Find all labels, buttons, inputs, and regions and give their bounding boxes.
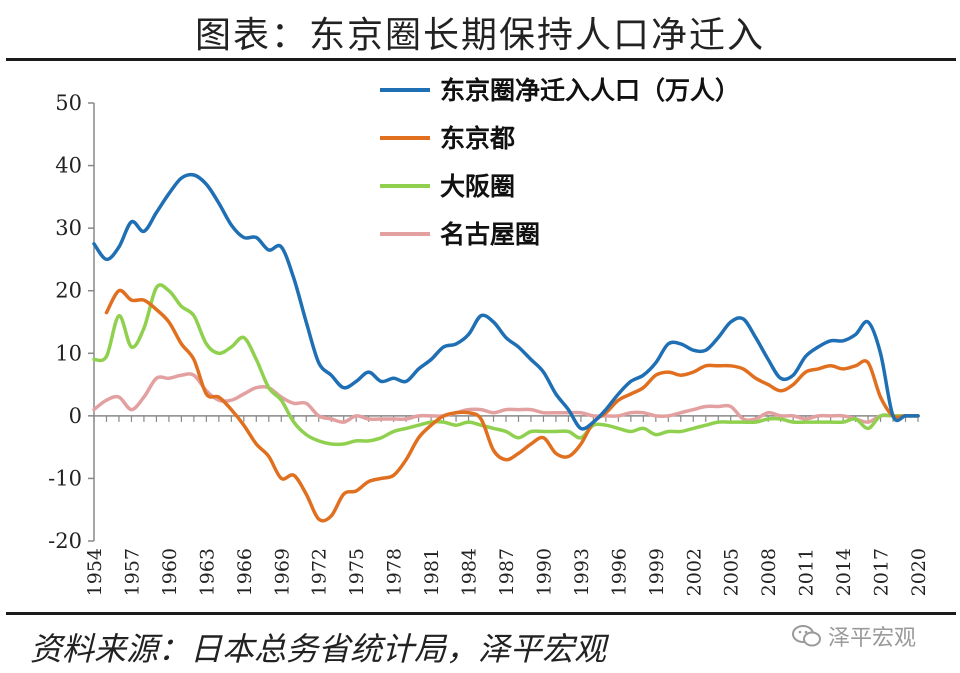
y-tick-label: 0 bbox=[69, 404, 82, 428]
x-tick-label: 1972 bbox=[309, 548, 331, 596]
watermark-text: 泽平宏观 bbox=[828, 626, 917, 651]
x-tick-label: 2005 bbox=[721, 548, 743, 596]
legend-label: 名古屋圈 bbox=[440, 220, 540, 249]
bottom-rule bbox=[6, 612, 956, 615]
y-tick-label: 50 bbox=[55, 91, 82, 115]
y-tick-label: 30 bbox=[55, 216, 82, 240]
source-note: 资料来源：日本总务省统计局，泽平宏观 bbox=[30, 630, 607, 668]
x-tick-label: 1978 bbox=[384, 548, 406, 596]
watermark: 泽平宏观 bbox=[792, 620, 916, 652]
x-tick-label: 1981 bbox=[421, 548, 443, 596]
x-tick-label: 2017 bbox=[871, 548, 893, 596]
y-tick-label: 10 bbox=[55, 341, 82, 365]
x-tick-label: 1987 bbox=[496, 548, 518, 596]
legend-label: 东京圈净迁入人口（万人） bbox=[440, 76, 740, 105]
wechat-icon bbox=[792, 625, 821, 647]
top-rule bbox=[6, 58, 956, 61]
x-tick-label: 1996 bbox=[608, 548, 630, 596]
legend-label: 大阪圈 bbox=[440, 172, 515, 201]
axes: -20 -10 0 10 20 30 40 50 1954 1957 1960 1963 1966 196… bbox=[48, 91, 930, 596]
chart-title: 图表：东京圈长期保持人口净迁入 bbox=[194, 15, 765, 56]
x-tick-label: 2011 bbox=[796, 548, 818, 596]
y-tick-label: -10 bbox=[48, 466, 82, 490]
x-tick-label: 1969 bbox=[271, 548, 293, 596]
x-tick-label: 1999 bbox=[646, 548, 668, 596]
series-line-2 bbox=[92, 283, 920, 447]
series-line-3 bbox=[92, 372, 920, 424]
line-chart: -20 -10 0 10 20 30 40 50 1954 1957 1960 1963 1966 196… bbox=[48, 76, 930, 596]
series-lines bbox=[92, 172, 920, 523]
x-tick-label: 2002 bbox=[683, 548, 705, 596]
x-tick-label: 2014 bbox=[833, 548, 855, 596]
x-tick-label: 1963 bbox=[196, 548, 218, 596]
x-tick-label: 2020 bbox=[908, 548, 930, 596]
y-tick-label: 40 bbox=[55, 154, 82, 178]
x-tick-label: 1954 bbox=[84, 548, 106, 596]
x-tick-label: 1975 bbox=[346, 548, 368, 596]
x-tick-label: 1966 bbox=[234, 548, 256, 596]
x-tick-label: 1993 bbox=[571, 548, 593, 596]
x-tick-label: 1984 bbox=[459, 548, 481, 596]
x-tick-label: 1957 bbox=[121, 548, 143, 596]
y-tick-label: 20 bbox=[55, 279, 82, 303]
series-line-1 bbox=[104, 288, 920, 523]
x-tick-label: 2008 bbox=[758, 548, 780, 596]
y-tick-label: -20 bbox=[48, 529, 82, 553]
legend-label: 东京都 bbox=[440, 124, 515, 153]
x-tick-label: 1960 bbox=[159, 548, 181, 596]
series-line-0 bbox=[92, 172, 920, 431]
x-tick-label: 1990 bbox=[533, 548, 555, 596]
